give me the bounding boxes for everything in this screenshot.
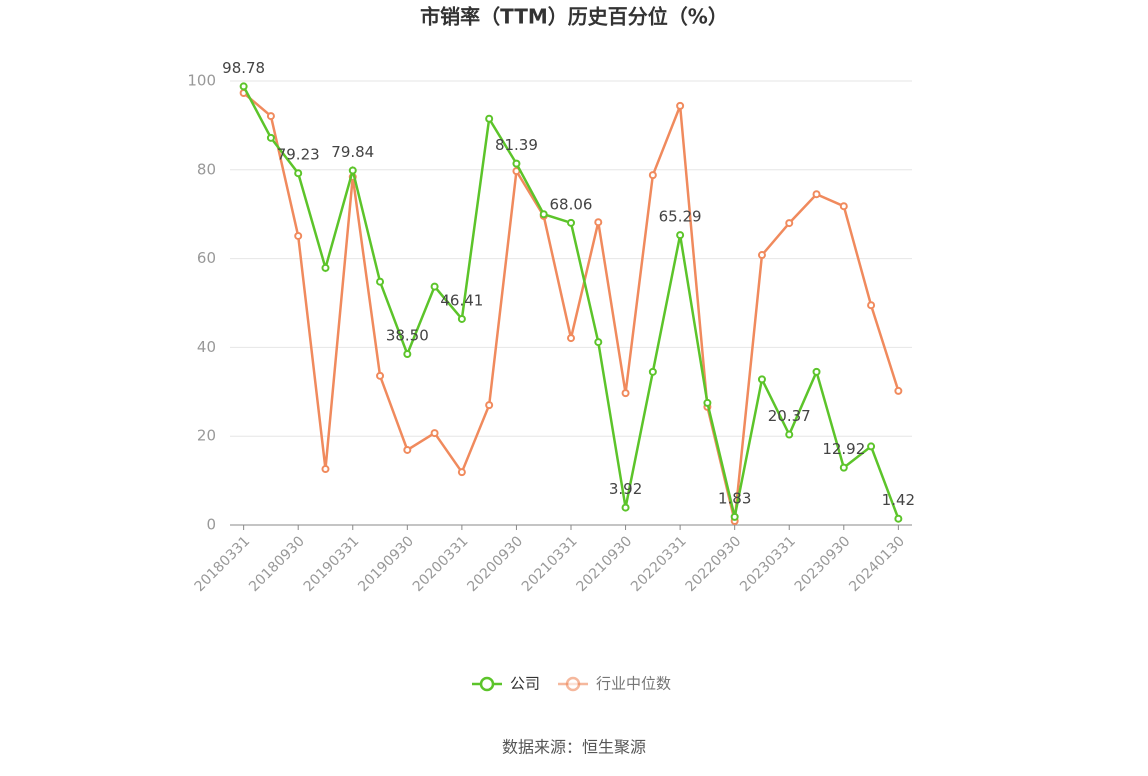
data-label: 79.23 <box>277 146 320 164</box>
data-point <box>457 468 466 477</box>
x-tick-label: 20220930 <box>683 533 745 595</box>
x-tick-label: 20210331 <box>519 533 581 595</box>
chart-title: 市销率（TTM）历史百分位（%） <box>420 5 728 29</box>
data-label: 1.42 <box>882 491 915 509</box>
data-point <box>430 429 439 438</box>
data-point <box>757 251 766 260</box>
data-point <box>894 386 903 395</box>
data-point <box>376 371 385 380</box>
data-point <box>676 101 685 110</box>
data-point <box>785 430 794 439</box>
data-point <box>266 112 275 121</box>
data-point <box>294 169 303 178</box>
x-tick-label: 20230331 <box>737 533 799 595</box>
data-point <box>648 367 657 376</box>
data-point <box>621 503 630 512</box>
y-tick-label: 40 <box>197 338 216 356</box>
x-tick-label: 20180930 <box>246 533 308 595</box>
x-tick-label: 20200930 <box>464 533 526 595</box>
x-tick-label: 20220331 <box>628 533 690 595</box>
data-point <box>512 159 521 168</box>
x-tick-label: 20180331 <box>192 533 254 595</box>
data-point <box>539 210 548 219</box>
data-point <box>757 375 766 384</box>
data-label: 1.83 <box>718 489 751 507</box>
x-tick-label: 20190930 <box>355 533 417 595</box>
y-tick-label: 0 <box>206 516 216 534</box>
data-label: 3.92 <box>609 480 642 498</box>
data-label: 46.41 <box>440 291 483 309</box>
data-point <box>485 114 494 123</box>
data-label: 38.50 <box>386 327 429 345</box>
data-point <box>621 389 630 398</box>
data-point <box>785 219 794 228</box>
data-point <box>430 282 439 291</box>
data-point <box>812 190 821 199</box>
data-point <box>648 171 657 180</box>
y-tick-label: 20 <box>197 427 216 445</box>
data-point <box>703 398 712 407</box>
data-point <box>894 514 903 523</box>
data-point <box>676 231 685 240</box>
data-label: 81.39 <box>495 136 538 154</box>
data-point <box>867 442 876 451</box>
data-label: 20.37 <box>768 407 811 425</box>
data-point <box>594 218 603 227</box>
data-point <box>485 401 494 410</box>
data-point <box>266 133 275 142</box>
data-label: 68.06 <box>550 195 593 213</box>
data-point <box>812 367 821 376</box>
x-tick-label: 20210930 <box>574 533 636 595</box>
source-note: 数据来源：恒生聚源 <box>502 738 646 757</box>
data-point <box>348 166 357 175</box>
x-tick-label: 20240130 <box>846 533 908 595</box>
data-point <box>567 334 575 343</box>
data-point <box>321 465 330 474</box>
data-label: 79.84 <box>331 143 374 161</box>
data-point <box>239 82 248 91</box>
x-tick-label: 20230930 <box>792 533 854 595</box>
y-tick-label: 60 <box>197 249 216 267</box>
data-point <box>594 338 603 347</box>
data-point <box>730 512 739 521</box>
data-point <box>294 231 303 240</box>
data-point <box>839 202 848 211</box>
legend-marker <box>479 676 495 692</box>
data-label: 12.92 <box>822 440 865 458</box>
y-tick-label: 80 <box>197 160 216 178</box>
y-tick-label: 100 <box>187 72 216 90</box>
data-label: 98.78 <box>222 59 265 77</box>
legend-marker <box>565 676 581 692</box>
data-point <box>376 277 385 286</box>
data-point <box>457 314 466 323</box>
data-point <box>403 445 412 454</box>
data-point <box>567 218 575 227</box>
legend-label: 公司 <box>510 675 540 693</box>
x-tick-label: 20200331 <box>410 533 472 595</box>
legend-label: 行业中位数 <box>596 675 671 693</box>
data-point <box>403 350 412 359</box>
data-label: 65.29 <box>659 208 702 226</box>
x-tick-label: 20190331 <box>301 533 363 595</box>
data-point <box>321 263 330 272</box>
data-point <box>839 463 848 472</box>
data-point <box>867 301 876 310</box>
